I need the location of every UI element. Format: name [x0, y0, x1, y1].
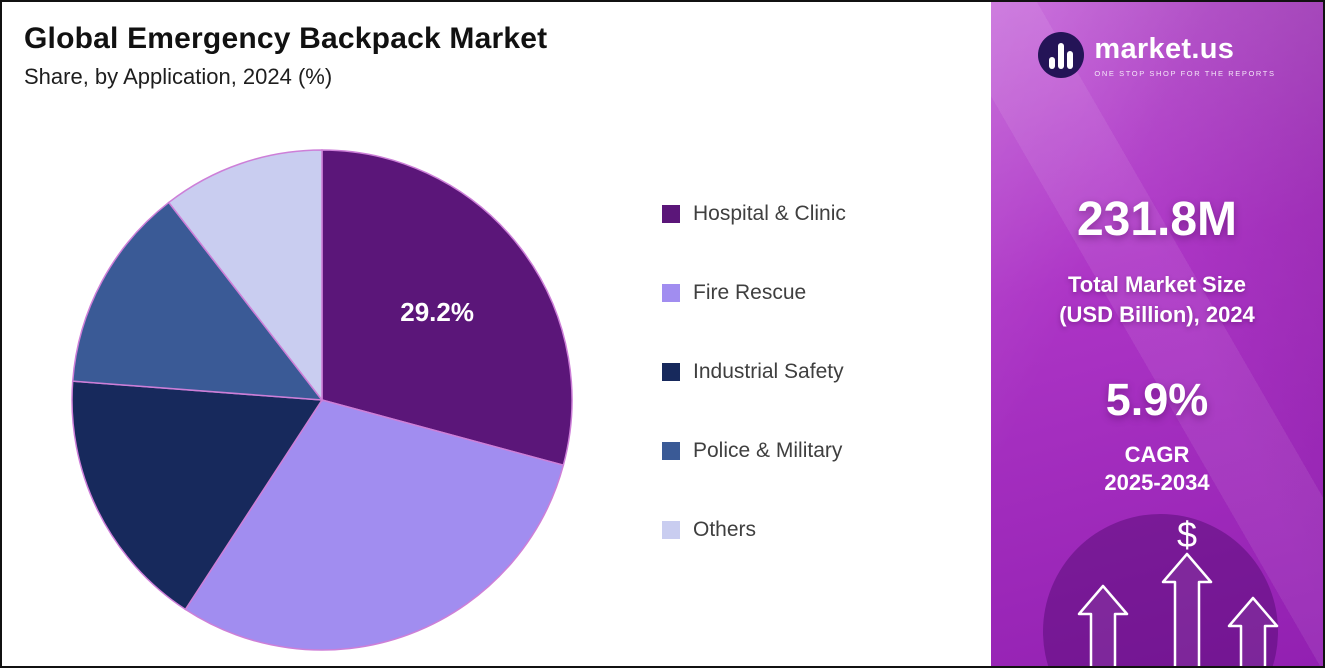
- page-title: Global Emergency Backpack Market: [24, 22, 548, 55]
- legend-item: Others: [662, 518, 846, 542]
- legend-label: Industrial Safety: [693, 360, 844, 383]
- pie-slice: [71, 380, 324, 611]
- legend-swatch: [662, 284, 680, 302]
- pie-slice: [167, 149, 323, 403]
- cagr-period: 2025-2034: [1104, 470, 1210, 495]
- legend-item: Industrial Safety: [662, 360, 846, 384]
- growth-arrows-icon: [1077, 552, 1279, 666]
- pie-slice: [321, 149, 573, 467]
- market-size-label-line2: (USD Billion), 2024: [1059, 301, 1255, 327]
- cagr-label: CAGR: [1124, 442, 1190, 467]
- legend-label: Fire Rescue: [693, 281, 807, 304]
- cagr-value: 5.9%: [1105, 374, 1209, 425]
- pie-slice: [184, 399, 565, 651]
- legend-item: Hospital & Clinic: [662, 202, 846, 226]
- market-us-logo-icon: [1038, 32, 1085, 78]
- legend-label: Police & Military: [693, 439, 843, 462]
- dollar-icon: $: [1176, 514, 1198, 555]
- legend-swatch: [662, 363, 680, 381]
- legend-swatch: [662, 205, 680, 223]
- pie-chart: 29.2%: [71, 149, 573, 651]
- legend-item: Police & Military: [662, 439, 846, 463]
- legend-label: Hospital & Clinic: [693, 202, 846, 225]
- market-size-label: Total Market Size (USD Billion), 2024: [991, 270, 1323, 329]
- brand-name: market.us: [1094, 32, 1235, 65]
- legend: Hospital & Clinic Fire Rescue Industrial…: [662, 202, 846, 542]
- market-size-value: 231.8M: [1076, 193, 1238, 246]
- page-subtitle: Share, by Application, 2024 (%): [24, 64, 333, 89]
- brand-logo: market.us ONE STOP SHOP FOR THE REPORTS: [991, 32, 1323, 78]
- chart-area: Global Emergency Backpack Market Share, …: [2, 2, 991, 666]
- header: Global Emergency Backpack Market Share, …: [24, 22, 547, 90]
- legend-swatch: [662, 442, 680, 460]
- pie-slice-label: 29.2%: [400, 297, 474, 327]
- brand-tagline: ONE STOP SHOP FOR THE REPORTS: [1094, 68, 1276, 78]
- side-panel: market.us ONE STOP SHOP FOR THE REPORTS …: [991, 2, 1323, 666]
- legend-label: Others: [693, 518, 757, 541]
- legend-swatch: [662, 521, 680, 539]
- legend-item: Fire Rescue: [662, 281, 846, 305]
- market-size-label-line1: Total Market Size: [1067, 272, 1247, 297]
- pie-slice: [71, 201, 324, 401]
